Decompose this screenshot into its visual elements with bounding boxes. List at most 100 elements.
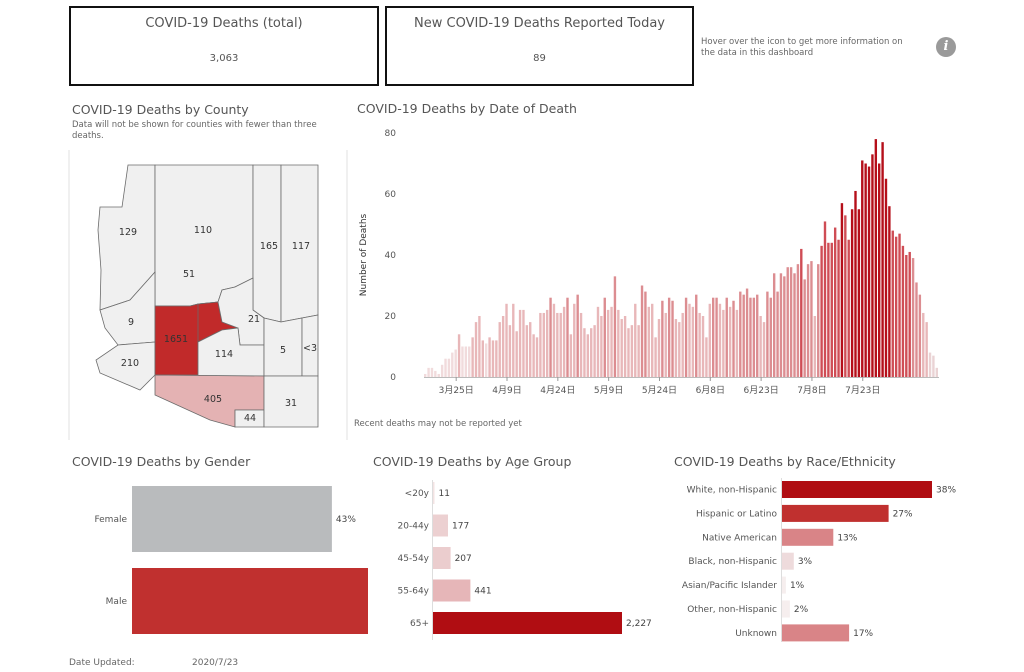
date-chart-bar	[925, 322, 928, 377]
age-bar	[433, 514, 448, 537]
date-chart-bar	[617, 309, 620, 377]
date-chart-bar	[894, 236, 898, 377]
date-chart-bar	[935, 367, 938, 377]
date-chart-bar	[437, 373, 440, 377]
date-chart-bar	[928, 352, 932, 377]
date-chart-bar	[762, 322, 766, 377]
date-chart-bar	[881, 142, 884, 377]
date-chart-bar	[871, 154, 874, 377]
date-chart-bar	[732, 300, 735, 377]
gender-category-label: Male	[106, 597, 128, 607]
county-chart-title: COVID-19 Deaths by County	[72, 102, 249, 117]
race-category-label: Unknown	[735, 629, 777, 639]
county-label: 21	[248, 314, 260, 325]
race-value-label: 27%	[893, 509, 913, 519]
county-label: 31	[285, 398, 297, 409]
info-icon[interactable]: i	[936, 37, 956, 57]
race-value-label: 17%	[853, 629, 873, 639]
county-label: 117	[292, 241, 310, 252]
race-bar	[782, 552, 794, 570]
date-chart-bar	[447, 358, 451, 377]
date-chart-bar	[786, 267, 789, 377]
age-value-label: 177	[452, 522, 469, 532]
date-chart-bar	[718, 303, 722, 377]
date-chart-bar	[701, 316, 705, 377]
date-chart-bar	[922, 312, 925, 377]
date-chart-bar	[610, 306, 613, 377]
date-chart-bar	[813, 316, 817, 377]
date-chart-bar	[606, 309, 610, 377]
date-chart-bar	[454, 349, 457, 377]
age-category-label: 65+	[410, 619, 429, 629]
age-value-label: 441	[474, 587, 491, 597]
date-chart-bar	[424, 373, 427, 377]
kpi-total-value: 3,063	[209, 53, 239, 64]
county-label: 110	[194, 225, 212, 236]
date-chart-bar	[684, 297, 688, 377]
date-chart-bar	[905, 255, 908, 377]
date-chart-bar	[542, 312, 545, 377]
race-bar	[782, 576, 786, 594]
date-chart: Number of Deaths 0 20 40 60 80 3月25日 4月9日 4月24日 5…	[359, 129, 939, 396]
date-chart-bar	[878, 163, 881, 377]
date-chart-bar	[596, 306, 600, 377]
date-chart-bar	[518, 309, 522, 377]
county-cochise[interactable]	[263, 375, 319, 428]
date-chart-bar	[593, 325, 596, 377]
date-chart-y-axis-label: Number of Deaths	[359, 213, 369, 296]
kpi-total-title: COVID-19 Deaths (total)	[145, 16, 303, 31]
date-chart-bar	[613, 276, 617, 377]
date-chart-bar	[505, 303, 508, 377]
date-chart-bar	[651, 303, 654, 377]
date-chart-note: Recent deaths may not be reported yet	[354, 419, 522, 429]
age-chart-title: COVID-19 Deaths by Age Group	[373, 454, 572, 469]
age-bar	[433, 579, 471, 602]
age-value-label: 2,227	[626, 619, 652, 629]
age-category-label: 45-54y	[398, 554, 430, 564]
date-chart-bar	[508, 325, 512, 377]
date-chart-bar	[776, 291, 779, 377]
race-category-label: Native American	[702, 533, 777, 543]
date-chart-bar	[793, 273, 796, 377]
date-chart-bar	[600, 316, 603, 377]
race-bar	[782, 528, 834, 546]
date-chart-bar	[749, 297, 752, 377]
date-chart-bar	[474, 322, 478, 377]
date-chart-bar	[759, 316, 762, 377]
date-chart-bar	[891, 230, 894, 377]
date-chart-bar	[752, 297, 756, 377]
date-chart-bar	[501, 316, 505, 377]
date-chart-bar	[573, 303, 576, 377]
county-label: 5	[280, 345, 286, 356]
date-chart-bar	[769, 297, 772, 377]
county-label: <3	[303, 343, 317, 354]
date-chart-bar	[569, 334, 573, 377]
date-chart-bar	[579, 312, 583, 377]
age-category-label: 55-64y	[398, 587, 430, 597]
county-label: 165	[260, 241, 278, 252]
date-chart-x-tick: 7月8日	[797, 385, 826, 396]
date-chart-bar	[874, 139, 878, 377]
date-chart-bar	[725, 297, 728, 377]
race-bar	[782, 504, 889, 522]
race-bar	[782, 624, 850, 642]
date-chart-bar	[844, 215, 847, 377]
date-chart-x-tick: 4月24日	[540, 385, 575, 396]
date-chart-bar	[678, 322, 681, 377]
date-chart-bar	[918, 294, 922, 377]
kpi-new-value: 89	[533, 53, 546, 64]
age-value-label: 207	[455, 554, 472, 564]
date-chart-bar	[549, 297, 552, 377]
date-chart-bar	[566, 297, 569, 377]
race-value-label: 1%	[790, 581, 805, 591]
date-chart-bar	[434, 370, 437, 377]
county-label: 9	[128, 317, 134, 328]
date-chart-bar	[661, 300, 664, 377]
date-chart-bar	[742, 294, 745, 377]
date-chart-bar	[515, 331, 518, 377]
date-chart-x-tick: 6月23日	[744, 385, 779, 396]
date-chart-bar	[827, 242, 830, 377]
date-chart-bar	[837, 239, 840, 377]
date-chart-bar	[471, 337, 474, 377]
date-chart-bar	[830, 242, 833, 377]
